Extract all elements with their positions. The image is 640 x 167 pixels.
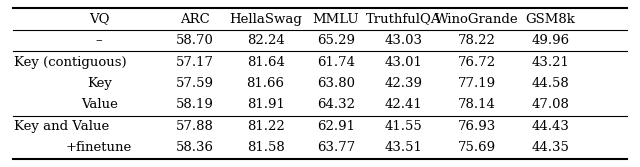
Text: 47.08: 47.08 (531, 99, 570, 111)
Text: 63.80: 63.80 (317, 77, 355, 90)
Text: Key (contiguous): Key (contiguous) (14, 56, 127, 68)
Text: 44.35: 44.35 (531, 141, 570, 154)
Text: 41.55: 41.55 (385, 120, 422, 133)
Text: Value: Value (81, 99, 118, 111)
Text: 77.19: 77.19 (458, 77, 496, 90)
Text: 64.32: 64.32 (317, 99, 355, 111)
Text: 43.51: 43.51 (384, 141, 422, 154)
Text: 65.29: 65.29 (317, 34, 355, 47)
Text: 44.58: 44.58 (532, 77, 569, 90)
Text: 81.66: 81.66 (246, 77, 285, 90)
Text: 81.58: 81.58 (247, 141, 284, 154)
Text: –: – (96, 34, 102, 47)
Text: TruthfulQA: TruthfulQA (365, 13, 441, 26)
Text: 58.36: 58.36 (176, 141, 214, 154)
Text: 42.39: 42.39 (384, 77, 422, 90)
Text: 76.72: 76.72 (458, 56, 496, 68)
Text: 58.19: 58.19 (176, 99, 214, 111)
Text: 61.74: 61.74 (317, 56, 355, 68)
Text: 57.59: 57.59 (176, 77, 214, 90)
Text: 43.01: 43.01 (384, 56, 422, 68)
Text: MMLU: MMLU (313, 13, 359, 26)
Text: GSM8k: GSM8k (525, 13, 575, 26)
Text: 57.88: 57.88 (176, 120, 214, 133)
Text: HellaSwag: HellaSwag (229, 13, 302, 26)
Text: WinoGrande: WinoGrande (435, 13, 518, 26)
Text: 57.17: 57.17 (176, 56, 214, 68)
Text: ARC: ARC (180, 13, 210, 26)
Text: 58.70: 58.70 (176, 34, 214, 47)
Text: 81.64: 81.64 (246, 56, 285, 68)
Text: 44.43: 44.43 (531, 120, 570, 133)
Text: 81.22: 81.22 (247, 120, 284, 133)
Text: 75.69: 75.69 (458, 141, 496, 154)
Text: 76.93: 76.93 (458, 120, 496, 133)
Text: 82.24: 82.24 (247, 34, 284, 47)
Text: Key and Value: Key and Value (14, 120, 109, 133)
Text: 62.91: 62.91 (317, 120, 355, 133)
Text: +finetune: +finetune (66, 141, 132, 154)
Text: Key: Key (87, 77, 111, 90)
Text: 81.91: 81.91 (246, 99, 285, 111)
Text: 43.21: 43.21 (531, 56, 570, 68)
Text: 49.96: 49.96 (531, 34, 570, 47)
Text: 43.03: 43.03 (384, 34, 422, 47)
Text: 42.41: 42.41 (385, 99, 422, 111)
Text: 78.22: 78.22 (458, 34, 496, 47)
Text: 78.14: 78.14 (458, 99, 496, 111)
Text: 63.77: 63.77 (317, 141, 355, 154)
Text: VQ: VQ (89, 13, 109, 26)
